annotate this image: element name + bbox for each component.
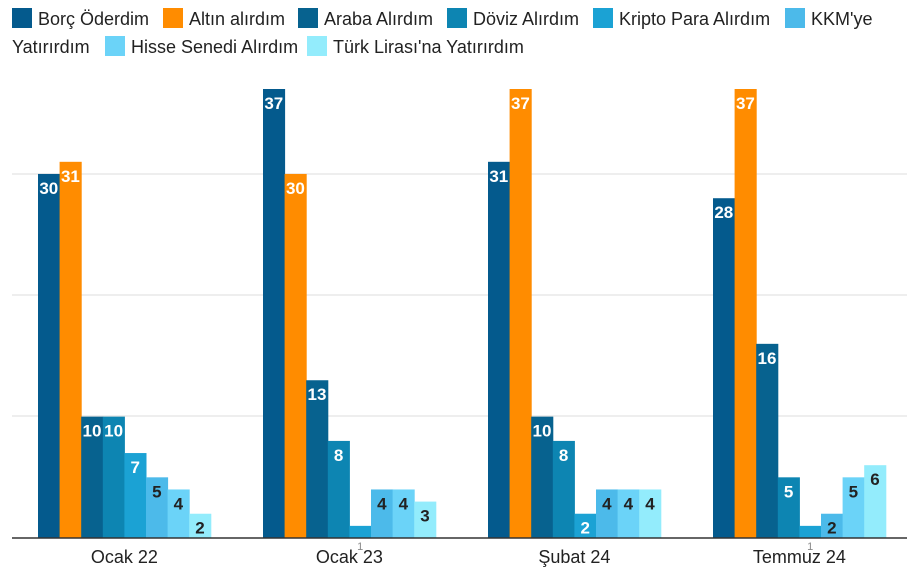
bar-value-label: 2 (580, 519, 589, 538)
bar-kkm-ye-yatirirdim-subat-24 (596, 489, 619, 538)
bar-value-label: 4 (602, 494, 612, 513)
legend-item-borc-oderdim: Borç Öderdim (12, 8, 149, 29)
legend-swatch (12, 8, 32, 28)
legend-label: KKM'ye (811, 9, 872, 29)
bar-hisse-senedi-alirdim-temmuz-24 (842, 477, 865, 538)
bar-value-label: 28 (714, 203, 733, 222)
bar-value-label: 1 (807, 541, 813, 553)
bar-borc-oderdim-temmuz-24 (713, 198, 736, 538)
legend-swatch (307, 36, 327, 56)
bar-doviz-alirdim-temmuz-24 (777, 477, 800, 538)
legend-item-hisse-senedi-alirdim: Hisse Senedi Alırdım (105, 36, 298, 57)
bar-value-label: 7 (130, 458, 139, 477)
bar-hisse-senedi-alirdim-ocak-22 (167, 489, 190, 538)
bar-value-label: 1 (357, 541, 363, 553)
bar-doviz-alirdim-ocak-22 (102, 416, 125, 538)
bar-araba-alirdim-subat-24 (531, 416, 554, 538)
bar-value-label: 37 (264, 94, 283, 113)
bar-altin-alirdim-ocak-23 (284, 173, 307, 538)
bar-kripto-para-alirdim-ocak-23 (349, 525, 372, 538)
legend-item-kripto-para-alirdim: Kripto Para Alırdım (593, 8, 770, 29)
legend: Borç Öderdim Altın alırdım Araba Alırdım Dö… (12, 8, 872, 57)
bar-araba-alirdim-ocak-23 (306, 380, 329, 538)
bar-value-label: 30 (286, 179, 305, 198)
bar-araba-alirdim-temmuz-24 (756, 343, 779, 538)
bar-turk-lirasi-na-yatirirdim-ocak-22 (189, 513, 212, 538)
legend-item-kkm-ye-yatirirdim: KKM'ye Yatırırdım (12, 8, 872, 57)
bar-value-label: 37 (511, 94, 530, 113)
bar-turk-lirasi-na-yatirirdim-subat-24 (639, 489, 662, 538)
x-tick-label-temmuz-24: Temmuz 24 (753, 547, 846, 567)
x-tick-label-subat-24: Şubat 24 (538, 547, 610, 567)
bar-value-label: 4 (174, 494, 184, 513)
bars (38, 89, 887, 539)
legend-swatch (163, 8, 183, 28)
legend-label: Kripto Para Alırdım (619, 9, 770, 29)
bar-value-label: 5 (784, 482, 793, 501)
bar-value-label: 6 (870, 470, 879, 489)
bar-hisse-senedi-alirdim-ocak-23 (392, 489, 415, 538)
legend-swatch (105, 36, 125, 56)
legend-swatch (785, 8, 805, 28)
bar-value-label: 13 (308, 385, 327, 404)
bar-value-label: 4 (399, 494, 409, 513)
bar-hisse-senedi-alirdim-subat-24 (617, 489, 640, 538)
legend-label: Borç Öderdim (38, 9, 149, 29)
bar-value-label: 16 (758, 349, 777, 368)
bar-kkm-ye-yatirirdim-temmuz-24 (821, 513, 844, 538)
legend-label: Türk Lirası'na Yatırırdım (333, 37, 524, 57)
bar-value-label: 4 (377, 494, 387, 513)
legend-label: Döviz Alırdım (473, 9, 579, 29)
legend-label: Araba Alırdım (324, 9, 433, 29)
bar-value-label: 8 (334, 446, 343, 465)
bar-doviz-alirdim-ocak-23 (327, 440, 350, 538)
bar-value-label: 5 (152, 482, 161, 501)
x-tick-label-ocak-22: Ocak 22 (91, 547, 158, 567)
bar-kripto-para-alirdim-ocak-22 (124, 453, 147, 538)
bar-altin-alirdim-ocak-22 (59, 161, 82, 539)
bar-turk-lirasi-na-yatirirdim-temmuz-24 (864, 465, 887, 538)
bar-borc-oderdim-ocak-23 (263, 89, 286, 538)
bar-value-label: 8 (559, 446, 568, 465)
bar-araba-alirdim-ocak-22 (81, 416, 104, 538)
bar-value-label: 4 (645, 494, 655, 513)
legend-swatch (447, 8, 467, 28)
bar-value-label: 10 (104, 422, 123, 441)
bar-borc-oderdim-subat-24 (488, 161, 511, 539)
legend-swatch (298, 8, 318, 28)
bar-kripto-para-alirdim-subat-24 (574, 513, 597, 538)
legend-label-continued: Yatırırdım (12, 37, 90, 57)
bar-altin-alirdim-temmuz-24 (734, 89, 757, 538)
bar-value-label: 31 (61, 167, 80, 186)
x-tick-label-ocak-23: Ocak 23 (316, 547, 383, 567)
bar-value-label: 4 (624, 494, 634, 513)
bar-kkm-ye-yatirirdim-ocak-23 (371, 489, 394, 538)
legend-item-altin-alirdim: Altın alırdım (163, 8, 285, 29)
x-axis-ticks: Ocak 22 Ocak 23 Şubat 24 Temmuz 24 (91, 547, 846, 567)
bar-value-label: 2 (195, 519, 204, 538)
bar-kripto-para-alirdim-temmuz-24 (799, 525, 822, 538)
bar-kkm-ye-yatirirdim-ocak-22 (146, 477, 169, 538)
bar-altin-alirdim-subat-24 (509, 89, 532, 538)
bar-value-label: 10 (83, 422, 102, 441)
bar-borc-oderdim-ocak-22 (38, 173, 61, 538)
bar-doviz-alirdim-subat-24 (552, 440, 575, 538)
legend-item-turk-lirasi-na-yatirirdim: Türk Lirası'na Yatırırdım (307, 36, 524, 57)
bar-value-label: 37 (736, 94, 755, 113)
bar-value-label: 30 (39, 179, 58, 198)
legend-label: Hisse Senedi Alırdım (131, 37, 298, 57)
legend-item-araba-alirdim: Araba Alırdım (298, 8, 433, 29)
legend-label: Altın alırdım (189, 9, 285, 29)
bar-turk-lirasi-na-yatirirdim-ocak-23 (414, 501, 437, 538)
legend-swatch (593, 8, 613, 28)
bar-value-label: 3 (420, 507, 429, 526)
bar-value-label: 31 (489, 167, 508, 186)
bar-value-label: 2 (827, 519, 836, 538)
bar-value-label: 5 (849, 482, 858, 501)
legend-item-doviz-alirdim: Döviz Alırdım (447, 8, 579, 29)
bar-value-label: 10 (533, 422, 552, 441)
